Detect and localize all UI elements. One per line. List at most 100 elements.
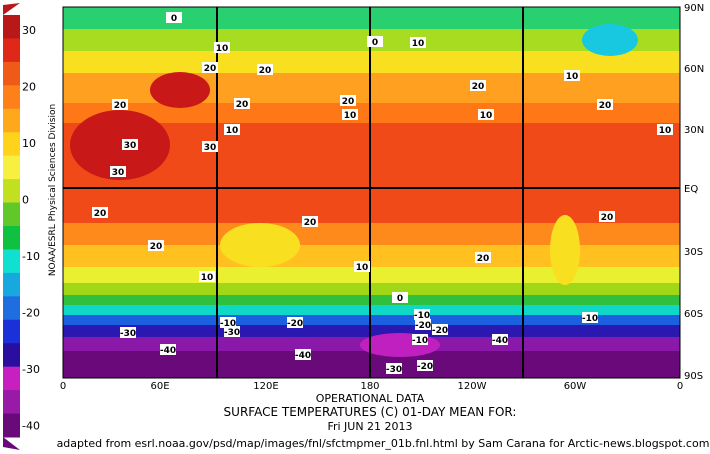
contour-label: -20	[417, 362, 433, 372]
contour-label: 20	[304, 218, 317, 228]
contour-label: 10	[566, 72, 579, 82]
band	[63, 51, 680, 73]
band	[63, 267, 680, 283]
contour-label: -40	[160, 346, 176, 356]
colorbar-segment	[3, 132, 20, 157]
cool-region	[550, 215, 580, 285]
contour-label: 10	[356, 263, 369, 273]
contour-label-bg	[386, 363, 402, 374]
contour-label-bg	[340, 95, 356, 106]
contour-label: 20	[259, 66, 272, 76]
contour-label-bg	[257, 64, 273, 75]
contour-label-bg	[110, 166, 126, 177]
lat-label: 90N	[684, 3, 704, 14]
colorbar-segment	[3, 366, 20, 391]
cold-region	[582, 24, 638, 56]
colorbar-label: -40	[22, 420, 40, 433]
contour-label-bg	[202, 141, 218, 152]
contour-label: 30	[112, 168, 125, 178]
hot-region	[150, 72, 210, 108]
colorbar-label: 20	[22, 81, 36, 94]
colorbar-segment	[3, 413, 20, 438]
contour-label: 0	[397, 294, 403, 304]
contour-label: -10	[220, 319, 236, 329]
side-label: NOAA/ESRL Physical Sciences Division	[48, 104, 58, 276]
colorbar-segment	[3, 61, 20, 86]
contour-label: 10	[412, 39, 425, 49]
contour-label: 20	[114, 101, 127, 111]
map-frame	[62, 6, 681, 379]
colorbar-segment	[3, 226, 20, 250]
band	[63, 325, 680, 337]
contour-label-bg	[160, 344, 176, 355]
colorbar-segment	[3, 155, 20, 180]
lon-label: 0	[677, 381, 683, 392]
contour-label-bg	[234, 98, 250, 109]
lon-label: 120W	[458, 381, 487, 392]
contour-label: -40	[295, 351, 311, 361]
contour-label-bg	[302, 216, 318, 227]
title-line: Fri JUN 21 2013	[327, 420, 412, 433]
cool-region	[220, 223, 300, 267]
contour-label-bg	[199, 271, 215, 282]
contour-label-bg	[166, 12, 182, 23]
contour-label-bg	[224, 326, 240, 337]
contour-label: 20	[150, 242, 163, 252]
contour-label: -10	[412, 336, 428, 346]
contour-label-bg	[470, 80, 486, 91]
contour-label: -30	[120, 329, 136, 339]
contour-label: 0	[171, 14, 177, 24]
contour-label-bg	[92, 207, 108, 218]
colorbar-end	[3, 3, 20, 15]
colorbar-segment	[3, 38, 20, 63]
contour-label: 20	[472, 82, 485, 92]
contour-label: -10	[414, 311, 430, 321]
contour-label-bg	[224, 124, 240, 135]
colorbar-segment	[3, 272, 20, 297]
contour-label: 0	[372, 38, 378, 48]
contour-label-bg	[599, 211, 615, 222]
title-line: SURFACE TEMPERATURES (C) 01-DAY MEAN FOR…	[224, 405, 517, 419]
colorbar-segment	[3, 179, 20, 204]
band	[63, 315, 680, 325]
contour-label: 20	[236, 100, 249, 110]
colorbar-segment	[3, 319, 20, 344]
colorbar-label: 0	[22, 194, 29, 207]
contour-label-bg	[342, 109, 358, 120]
colorbar-segment	[3, 202, 20, 227]
contour-label: 10	[344, 111, 357, 121]
contour-label: 20	[204, 64, 217, 74]
colorbar-label: -20	[22, 307, 40, 320]
colorbar	[3, 15, 20, 438]
contour-label-bg	[417, 360, 433, 371]
contour-label-bg	[202, 62, 218, 73]
contour-label: 30	[124, 141, 137, 151]
contour-label-bg	[564, 70, 580, 81]
contour-label: 30	[204, 143, 217, 153]
title-line: OPERATIONAL DATA	[316, 392, 425, 405]
contour-label: 20	[342, 97, 355, 107]
band	[63, 351, 680, 378]
lat-label: 30S	[684, 247, 703, 258]
contour-label-bg	[415, 319, 431, 330]
contour-label-bg	[475, 252, 491, 263]
map: 0 10 20 20 20 20 10 30 30 30 20 20 20 10 20 10 20 10 10 0 10…	[62, 6, 681, 379]
contour-label-bg	[295, 349, 311, 360]
contour-label-bg	[492, 334, 508, 345]
contour-label-bg	[412, 334, 428, 345]
contour-label: 20	[94, 209, 107, 219]
lon-label: 60W	[564, 381, 587, 392]
contour-label-bg	[214, 42, 230, 53]
colorbar-segment	[3, 85, 20, 110]
contour-label-bg	[582, 312, 598, 323]
contour-label: 20	[601, 213, 614, 223]
colorbar-segment	[3, 15, 20, 39]
contour-label: 10	[201, 273, 214, 283]
contour-label-bg	[478, 109, 494, 120]
colorbar-label: 30	[22, 24, 36, 37]
band	[63, 305, 680, 315]
contour-label: -30	[224, 328, 240, 338]
colorbar-segment	[3, 343, 20, 368]
lon-label: 120E	[253, 381, 278, 392]
